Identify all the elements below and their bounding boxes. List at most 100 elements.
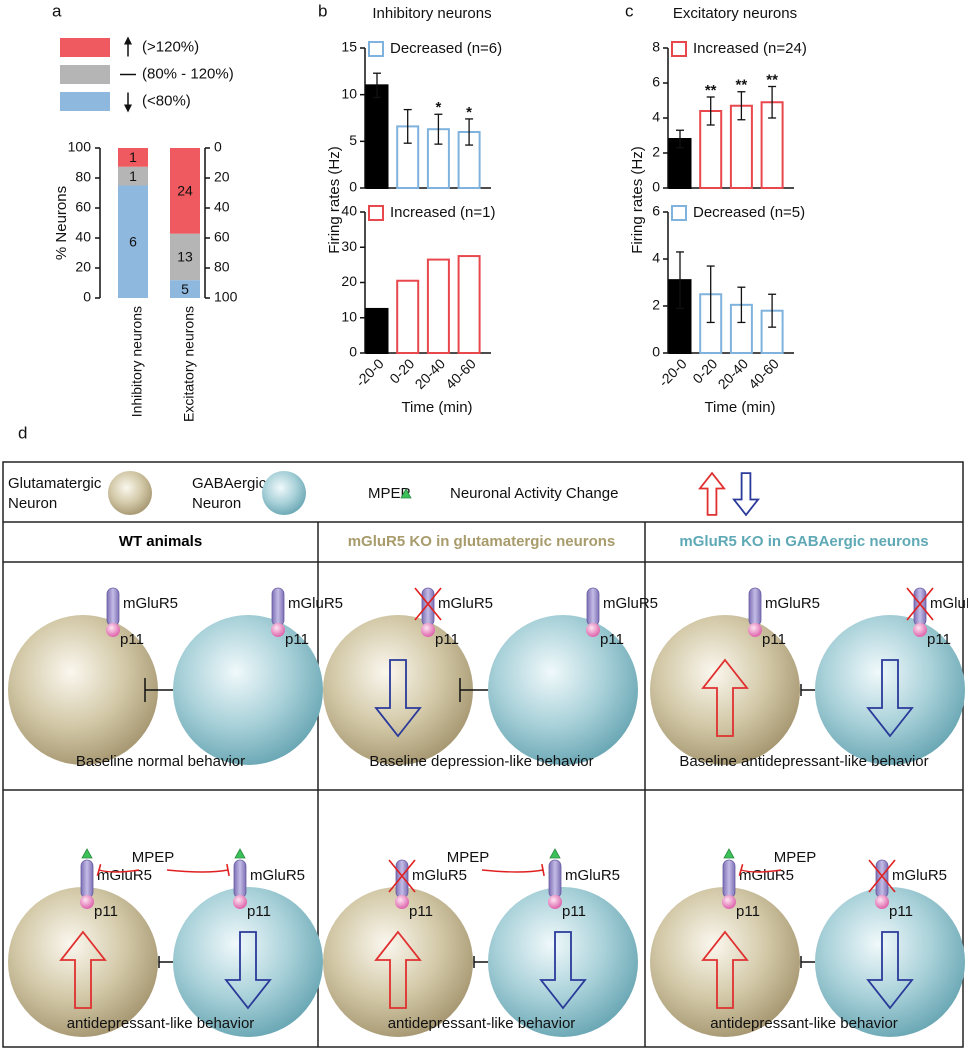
column-header: mGluR5 KO in GABAergic neurons	[679, 533, 928, 550]
mpep-molecule	[234, 848, 246, 859]
mglur5-receptor	[913, 587, 927, 627]
error-bar	[706, 265, 715, 324]
chart-title: Excitatory neurons	[673, 5, 797, 22]
drug-inhibition-curve	[740, 869, 782, 873]
mglur5-receptor	[548, 859, 562, 899]
segment-count: 6	[129, 233, 137, 249]
y2-tick-label: 40	[214, 199, 230, 215]
activity-down-arrow	[374, 659, 422, 738]
drug-label: MPEP	[132, 849, 175, 866]
y-tick-label: 60	[75, 199, 91, 215]
legend-swatch	[60, 92, 110, 111]
receptor-label: mGluR5	[603, 595, 658, 612]
gabaergic-neuron	[815, 887, 965, 1037]
legend-label: Decreased (n=6)	[390, 40, 502, 57]
column-header: mGluR5 KO in glutamatergic neurons	[348, 533, 616, 550]
drug-inhibition-curve	[98, 869, 140, 873]
bar-segment	[118, 166, 148, 186]
p11-protein	[271, 623, 285, 637]
frame-border	[2, 461, 964, 1048]
glutamatergic-neuron	[323, 615, 473, 765]
activity-up-arrow	[701, 658, 749, 737]
y-tick-label: 20	[75, 259, 91, 275]
legend-arrow-head	[124, 104, 132, 113]
mglur5-receptor	[722, 859, 736, 899]
legend-swatch	[368, 205, 384, 221]
segment-count: 13	[177, 249, 193, 265]
drug-label: MPEP	[447, 849, 490, 866]
legend-swatch	[671, 205, 687, 221]
y-axis-label: Firing rates (Hz)	[629, 146, 646, 254]
legend-swatch	[60, 38, 110, 57]
glutamatergic-neuron	[650, 887, 800, 1037]
mpep-molecule	[549, 848, 561, 859]
receptor-label: mGluR5	[892, 867, 947, 884]
adapter-label: p11	[409, 903, 433, 920]
y-axis-label: % Neurons	[53, 186, 70, 260]
legend-label: Glutamatergic	[8, 475, 102, 492]
y-tick-label: 40	[75, 229, 91, 245]
panel-letter: a	[52, 1, 62, 20]
panel-letter: d	[18, 423, 27, 442]
activity-down-arrow	[539, 931, 587, 1010]
legend-swatch	[368, 41, 384, 57]
adapter-label: p11	[762, 631, 786, 648]
bar-segment	[170, 148, 200, 234]
chart-title: Inhibitory neurons	[372, 5, 491, 22]
drug-inhibition-curve	[481, 869, 544, 873]
drug-label: MPEP	[774, 849, 817, 866]
activity-up-arrow	[374, 930, 422, 1009]
y-tick-label: 80	[75, 169, 91, 185]
legend-arrow-head	[124, 36, 132, 45]
mglur5-receptor	[586, 587, 600, 627]
y-tick-label: 2	[652, 297, 660, 313]
significance-mark: *	[466, 104, 472, 121]
mpep-molecule	[81, 848, 93, 859]
segment-count: 1	[129, 149, 137, 165]
y-tick-label: 6	[652, 74, 660, 90]
y2-tick-label: 100	[214, 289, 238, 305]
glutamatergic-neuron	[8, 887, 158, 1037]
receptor-label: mGluR5	[765, 595, 820, 612]
y-tick-label: 0	[83, 289, 91, 305]
p11-protein	[748, 623, 762, 637]
y2-tick-label: 0	[214, 139, 222, 155]
adapter-label: p11	[562, 903, 586, 920]
mpep-molecule	[723, 848, 735, 859]
p11-protein	[722, 895, 736, 909]
cell-caption: Baseline antidepressant-like behavior	[679, 753, 928, 770]
y-tick-label: 5	[349, 132, 357, 148]
y2-tick-label: 60	[214, 229, 230, 245]
receptor-label: mGluR5	[412, 867, 467, 884]
mglur5-receptor	[748, 587, 762, 627]
p11-protein	[913, 623, 927, 637]
receptor-label: mGluR5	[565, 867, 620, 884]
glutamatergic-neuron	[108, 471, 152, 515]
significance-mark: *	[435, 99, 441, 116]
gabaergic-neuron	[488, 615, 638, 765]
legend-label: GABAergic	[192, 475, 267, 492]
y-tick-label: 4	[652, 250, 660, 266]
x-tick-label: Excitatory neurons	[181, 306, 197, 422]
bar	[365, 84, 389, 189]
error-bar	[706, 96, 715, 126]
p11-protein	[233, 895, 247, 909]
glutamatergic-neuron	[650, 615, 800, 765]
y2-tick-label: 20	[214, 169, 230, 185]
segment-count: 24	[177, 183, 193, 199]
legend-swatch	[671, 41, 687, 57]
mglur5-receptor	[395, 859, 409, 899]
bar-segment	[118, 185, 148, 298]
drug-inhibition-bar	[738, 864, 744, 876]
mpep-molecule	[400, 488, 412, 499]
mglur5-receptor	[271, 587, 285, 627]
adapter-label: p11	[120, 631, 144, 648]
p11-protein	[106, 623, 120, 637]
legend-label: Neuronal Activity Change	[450, 485, 618, 502]
y-tick-label: 100	[68, 139, 92, 155]
y2-tick-label: 80	[214, 259, 230, 275]
adapter-label: p11	[247, 903, 271, 920]
adapter-label: p11	[435, 631, 459, 648]
error-bar	[434, 113, 443, 145]
